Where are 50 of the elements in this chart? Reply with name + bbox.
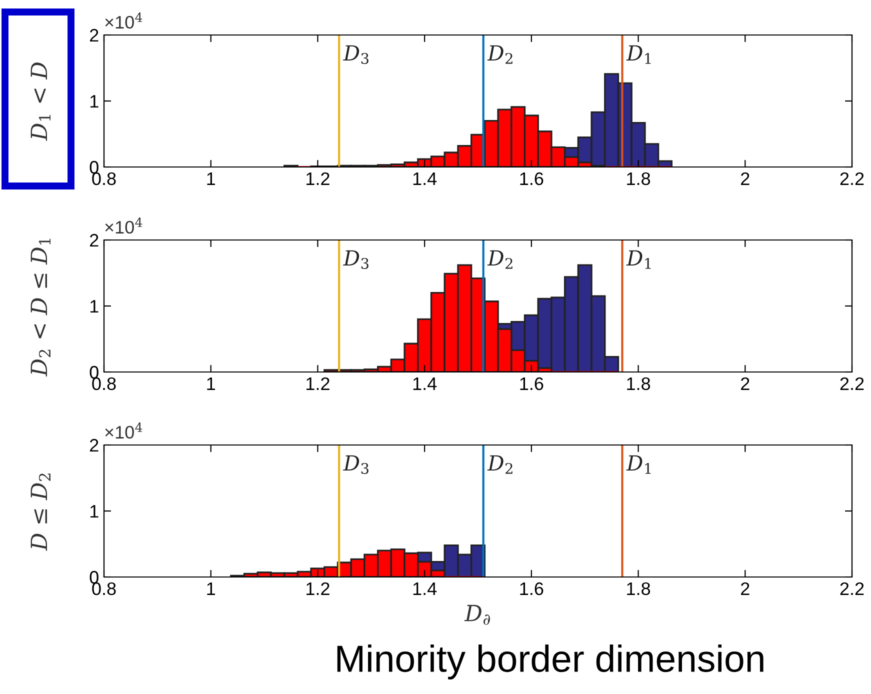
ref-line-label: D$_{2}$: [487, 250, 512, 269]
x-tick-label: 1.2: [306, 172, 330, 185]
x-tick-label: 1.6: [520, 377, 544, 390]
ref-line-label: D$_{1}$: [626, 455, 651, 474]
y-axis-title: D ≤ D$_{2}$: [30, 474, 50, 551]
ref-line-label: D$_{2}$: [487, 455, 512, 474]
y-tick-label: 0: [90, 366, 98, 379]
y-tick-label: 2: [90, 234, 98, 247]
x-tick-label: 2: [741, 582, 750, 595]
ref-line-label: D$_{2}$: [487, 45, 512, 64]
x-tick-label: 0.8: [92, 172, 116, 186]
y-tick-label: 1: [90, 300, 98, 313]
x-tick-label: 2: [741, 172, 750, 185]
x-tick-label: 0.8: [92, 582, 116, 596]
text: ×10$^{4}$: [105, 12, 142, 29]
x-tick-label: 1.8: [627, 582, 650, 596]
x-tick-label: 1.4: [413, 582, 437, 595]
ref-line-label: D$_{1}$: [626, 250, 651, 269]
x-tick-label: 1.4: [413, 378, 437, 390]
x-tick-label: 1.8: [627, 377, 650, 390]
y-tick-label: 1: [90, 505, 98, 518]
y-tick-label: 0: [90, 160, 98, 174]
x-tick-label: 1.6: [520, 172, 544, 186]
x-tick-label: 1: [207, 172, 215, 185]
x-tick-label: 1: [207, 378, 215, 390]
text: Minority border dimension: [337, 644, 764, 680]
x-tick-label: 2.2: [840, 172, 864, 185]
ref-line-label: D$_{1}$: [626, 45, 651, 64]
x-tick-label: 1: [207, 582, 215, 595]
y-axis-title: D$_{1}$ < D: [30, 62, 50, 141]
x-tick-label: 1.2: [306, 377, 330, 390]
x-tick-label: 1.4: [413, 172, 437, 185]
x-tick-label: 2.2: [840, 377, 864, 390]
x-tick-label: 1.2: [306, 582, 330, 595]
ref-line-label: D$_{3}$: [343, 455, 368, 474]
x-tick-label: 2.2: [840, 582, 864, 595]
text: ×10$^{4}$: [105, 422, 142, 439]
x-tick-label: 1.6: [520, 582, 544, 596]
ref-line-label: D$_{3}$: [343, 250, 368, 269]
ref-line-label: D$_{3}$: [343, 45, 368, 64]
x-tick-label: 0.8: [92, 377, 116, 390]
x-axis-title: D$_{∂}$: [464, 604, 490, 625]
y-tick-label: 0: [90, 570, 98, 584]
text: ×10$^{4}$: [105, 218, 142, 234]
y-axis-title: D$_{2}$ < D ≤ D$_{1}$: [30, 238, 50, 377]
x-tick-label: 2: [741, 377, 750, 390]
x-tick-label: 1.8: [627, 172, 650, 186]
y-tick-label: 1: [90, 95, 98, 108]
y-tick-label: 2: [90, 28, 98, 42]
y-tick-label: 2: [90, 438, 98, 452]
